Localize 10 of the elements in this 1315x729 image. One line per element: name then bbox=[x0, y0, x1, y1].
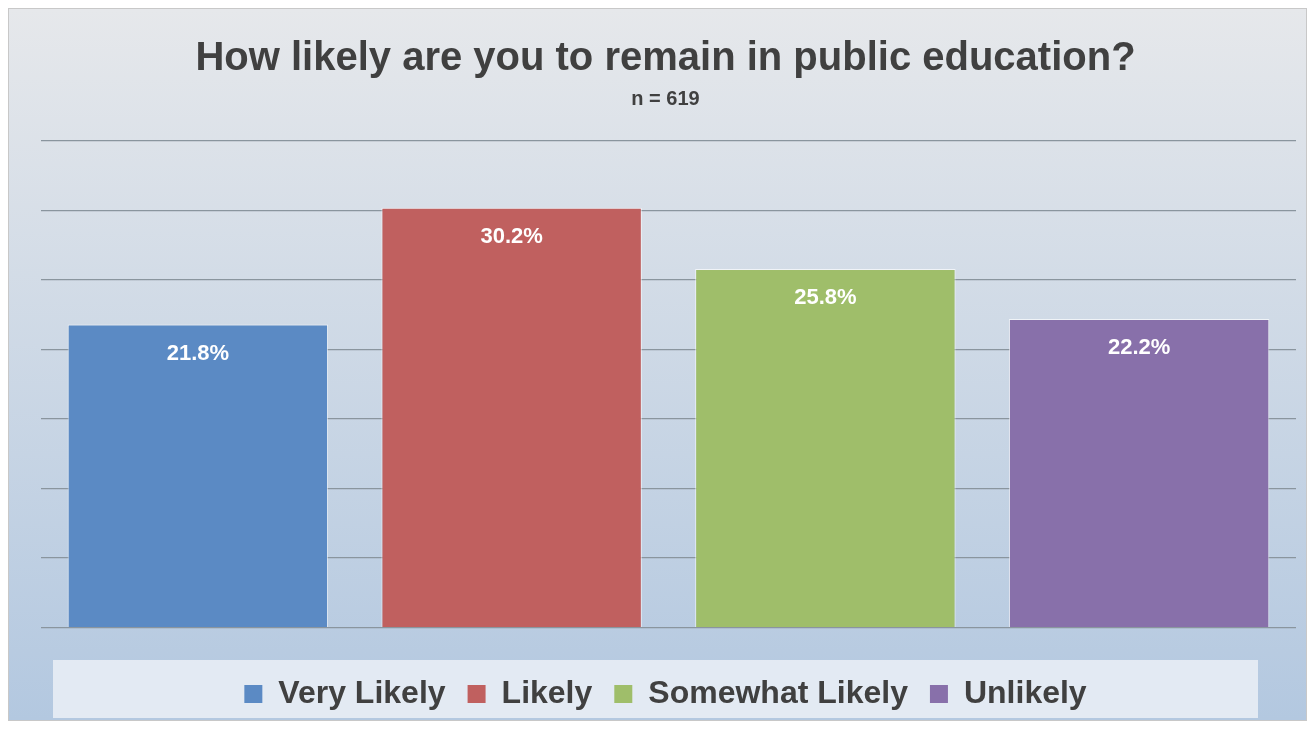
data-label: 25.8% bbox=[794, 283, 857, 309]
data-label: 21.8% bbox=[166, 339, 230, 365]
legend-label: Very Likely bbox=[278, 673, 446, 710]
legend-label: Somewhat Likely bbox=[648, 673, 909, 710]
legend-label: Likely bbox=[501, 673, 593, 710]
legend-label: Unlikely bbox=[963, 673, 1087, 710]
data-label: 22.2% bbox=[1107, 334, 1171, 360]
chart-title: How likely are you to remain in public education? bbox=[195, 34, 1136, 79]
data-label: 30.2% bbox=[480, 222, 543, 248]
chart-subtitle: n = 619 bbox=[631, 86, 700, 109]
